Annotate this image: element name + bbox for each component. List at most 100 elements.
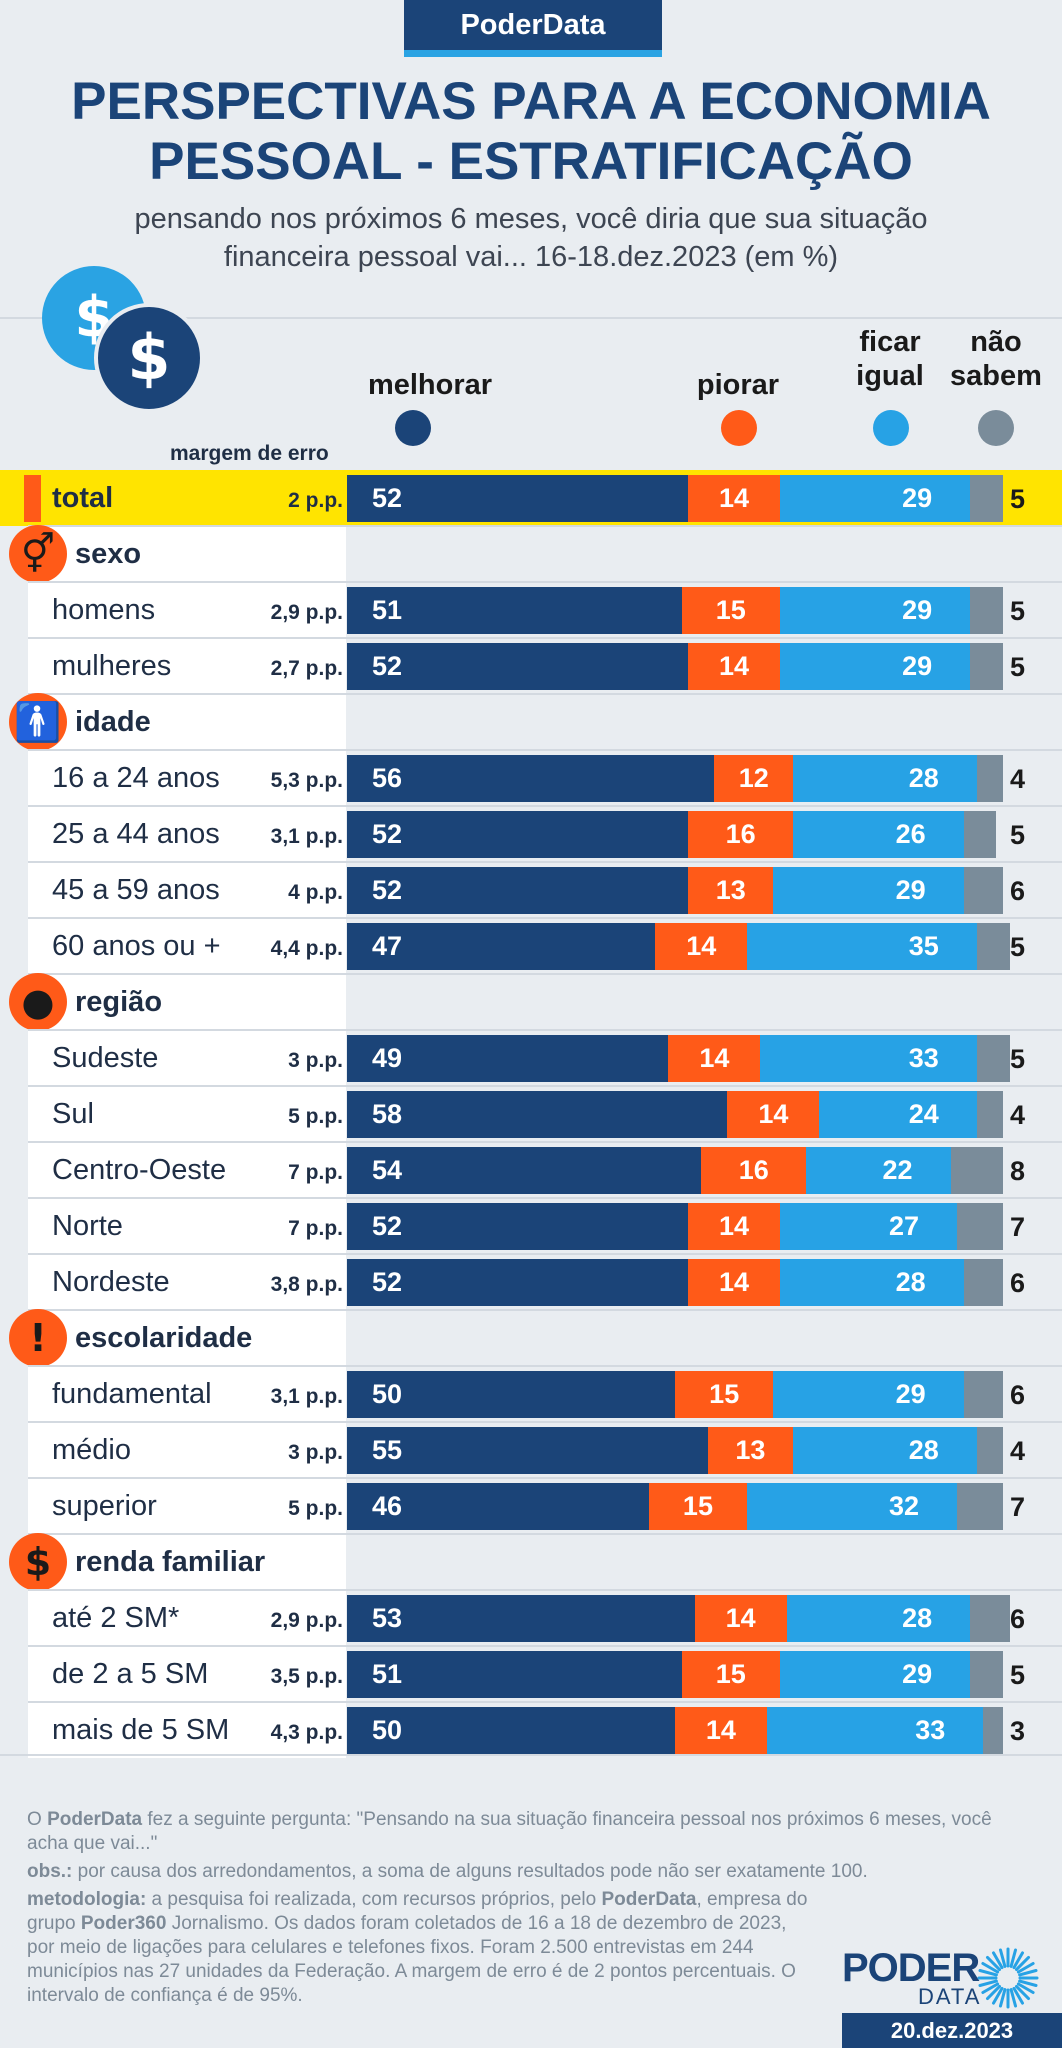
row-background xyxy=(28,1086,346,1142)
nao-sabem-value: 5 xyxy=(1010,596,1026,626)
bar-segment-nao-sabem xyxy=(970,1651,1003,1698)
row-label: até 2 SM* xyxy=(52,1602,180,1634)
nao-sabem-value: 6 xyxy=(1010,1380,1026,1410)
methodology-text-1: a pesquisa foi realizada, com recursos p… xyxy=(146,1889,602,1910)
data-row: superior 5 p.p. 46 15 32 7 xyxy=(0,1477,1062,1534)
row-background xyxy=(28,862,346,918)
row-separator xyxy=(28,1533,1062,1535)
legend-dot-piorar xyxy=(721,410,757,446)
row-label: superior xyxy=(52,1490,157,1522)
dollar-icon: $ xyxy=(9,1533,67,1591)
bar-segment-melhorar: 52 xyxy=(347,811,689,858)
row-separator xyxy=(28,1029,1062,1031)
data-row: mais de 5 SM 4,3 p.p. 50 14 33 3 xyxy=(0,1701,1062,1758)
row-separator xyxy=(28,1197,1062,1199)
brazil-map-icon: ● xyxy=(9,973,67,1031)
bar-segment-nao-sabem xyxy=(976,923,1010,970)
sunburst-ray xyxy=(1016,1962,1035,1974)
methodology-brand-2: Poder360 xyxy=(80,1913,167,1934)
section-label: idade xyxy=(75,706,151,738)
section-header-row: $ renda familiar xyxy=(0,1533,1062,1591)
bar-segment-ficar-igual: 33 xyxy=(760,1035,977,1082)
section-header-row: ! escolaridade xyxy=(0,1309,1062,1367)
nao-sabem-value: 3 xyxy=(1010,1716,1026,1746)
obs-text: por causa dos arredondamentos, a soma de… xyxy=(72,1861,868,1882)
bar-segment-piorar: 14 xyxy=(655,923,748,970)
sunburst-ray xyxy=(992,1951,1004,1970)
bar-segment-nao-sabem xyxy=(970,587,1003,634)
bar-segment-melhorar: 52 xyxy=(347,867,689,914)
row-background xyxy=(28,1254,346,1310)
row-separator xyxy=(28,861,1062,863)
page-title: PERSPECTIVAS PARA A ECONOMIA PESSOAL - E… xyxy=(0,72,1062,192)
bar-segment-melhorar: 47 xyxy=(347,923,656,970)
row-label: 45 a 59 anos xyxy=(52,874,220,906)
row-background xyxy=(28,694,346,750)
margin-of-error: 4,4 p.p. xyxy=(270,937,343,960)
bar-segment-nao-sabem xyxy=(970,1595,1010,1642)
row-background xyxy=(28,918,346,974)
legend-dot-melhorar xyxy=(395,410,431,446)
bar-segment-melhorar: 54 xyxy=(347,1147,702,1194)
margin-of-error: 2,9 p.p. xyxy=(270,601,343,624)
sunburst-ray xyxy=(1018,1979,1038,1988)
row-separator xyxy=(28,1309,1062,1311)
row-background xyxy=(28,638,346,694)
margin-of-error: 2,9 p.p. xyxy=(270,1609,343,1632)
bar-segment-piorar: 14 xyxy=(688,475,780,522)
methodology-label: metodologia: xyxy=(27,1889,147,1910)
subtitle-line-1: pensando nos próximos 6 meses, você diri… xyxy=(134,203,928,235)
row-background xyxy=(28,750,346,806)
data-row: Norte 7 p.p. 52 14 27 7 xyxy=(0,1197,1062,1254)
question-note: O PoderData fez a seguinte pergunta: "Pe… xyxy=(27,1809,992,1854)
nao-sabem-value: 5 xyxy=(1010,652,1026,682)
margin-of-error: 3,1 p.p. xyxy=(270,1385,343,1408)
data-row: Sul 5 p.p. 58 14 24 4 xyxy=(0,1085,1062,1142)
person-icon: 🚹 xyxy=(9,693,67,751)
bar-segment-nao-sabem xyxy=(976,1091,1003,1138)
sunburst-ray xyxy=(992,1986,1004,2005)
nao-sabem-value: 5 xyxy=(1010,1660,1026,1690)
row-label: de 2 a 5 SM xyxy=(52,1658,209,1690)
total-marker xyxy=(24,475,41,522)
section-label: escolaridade xyxy=(75,1322,253,1354)
title-line-1: PERSPECTIVAS PARA A ECONOMIA xyxy=(71,72,991,131)
row-background xyxy=(28,1478,346,1534)
nao-sabem-value: 6 xyxy=(1010,1268,1026,1298)
margin-of-error: 2 p.p. xyxy=(288,489,343,512)
bar-segment-melhorar: 52 xyxy=(347,1203,689,1250)
bar-segment-melhorar: 52 xyxy=(347,475,689,522)
bar-segment-ficar-igual: 28 xyxy=(786,1595,971,1642)
bar-segment-piorar: 15 xyxy=(648,1483,748,1530)
bar-segment-melhorar: 56 xyxy=(347,755,715,802)
nao-sabem-value: 6 xyxy=(1010,876,1026,906)
bar-segment-nao-sabem xyxy=(970,643,1003,690)
legend-nao-line-2: sabem xyxy=(950,360,1042,392)
row-separator xyxy=(28,1421,1062,1423)
bar-segment-nao-sabem xyxy=(963,811,997,858)
bar-segment-nao-sabem xyxy=(957,1203,1003,1250)
poder-logo-text: PODER xyxy=(842,1946,980,1990)
question-text: fez a seguinte pergunta: "Pensando na su… xyxy=(27,1809,992,1854)
row-separator xyxy=(28,581,1062,583)
row-separator xyxy=(28,693,1062,695)
bar-segment-nao-sabem xyxy=(963,1371,1003,1418)
bar-segment-melhorar: 49 xyxy=(347,1035,669,1082)
row-separator xyxy=(28,805,1062,807)
legend-dot-igual xyxy=(873,410,909,446)
bar-segment-melhorar: 52 xyxy=(347,643,689,690)
methodology-brand-1: PoderData xyxy=(601,1889,697,1910)
legend-nao-line-1: não xyxy=(970,326,1022,358)
nao-sabem-value: 7 xyxy=(1010,1492,1026,1522)
row-label: fundamental xyxy=(52,1378,212,1410)
publication-date: 20.dez.2023 xyxy=(842,2013,1062,2048)
bar-segment-ficar-igual: 28 xyxy=(779,1259,964,1306)
bar-segment-piorar: 16 xyxy=(688,811,794,858)
margin-of-error: 5 p.p. xyxy=(288,1497,343,1520)
margin-of-error: 7 p.p. xyxy=(288,1217,343,1240)
bar-segment-ficar-igual: 35 xyxy=(747,923,977,970)
bar-segment-piorar: 13 xyxy=(707,1427,794,1474)
bar-segment-melhorar: 46 xyxy=(347,1483,649,1530)
sunburst-ray xyxy=(998,1948,1007,1968)
sunburst-ray xyxy=(985,1955,1002,1972)
